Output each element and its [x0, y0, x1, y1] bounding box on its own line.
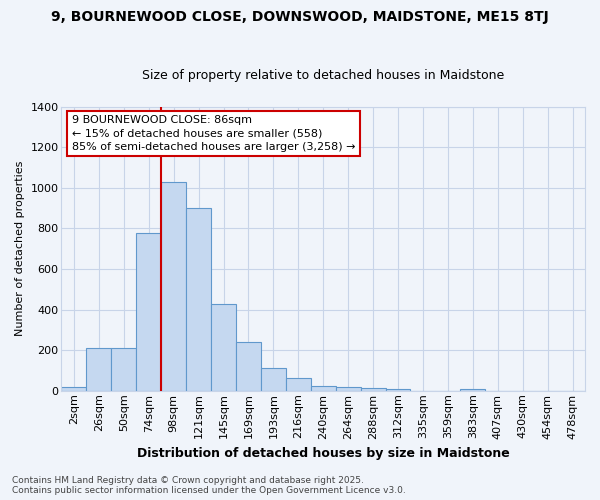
Bar [211, 304, 236, 391]
Bar [286, 378, 311, 391]
Text: 9, BOURNEWOOD CLOSE, DOWNSWOOD, MAIDSTONE, ME15 8TJ: 9, BOURNEWOOD CLOSE, DOWNSWOOD, MAIDSTON… [51, 10, 549, 24]
Bar [161, 182, 186, 391]
Text: 9 BOURNEWOOD CLOSE: 86sqm
← 15% of detached houses are smaller (558)
85% of semi: 9 BOURNEWOOD CLOSE: 86sqm ← 15% of detac… [72, 116, 355, 152]
Bar [186, 208, 211, 391]
X-axis label: Distribution of detached houses by size in Maidstone: Distribution of detached houses by size … [137, 447, 509, 460]
Bar [335, 386, 361, 391]
Title: Size of property relative to detached houses in Maidstone: Size of property relative to detached ho… [142, 69, 505, 82]
Bar [136, 232, 161, 391]
Bar [112, 348, 136, 391]
Bar [236, 342, 261, 391]
Bar [86, 348, 112, 391]
Bar [460, 388, 485, 391]
Text: Contains HM Land Registry data © Crown copyright and database right 2025.
Contai: Contains HM Land Registry data © Crown c… [12, 476, 406, 495]
Bar [386, 388, 410, 391]
Bar [61, 386, 86, 391]
Y-axis label: Number of detached properties: Number of detached properties [15, 161, 25, 336]
Bar [311, 386, 335, 391]
Bar [261, 368, 286, 391]
Bar [361, 388, 386, 391]
